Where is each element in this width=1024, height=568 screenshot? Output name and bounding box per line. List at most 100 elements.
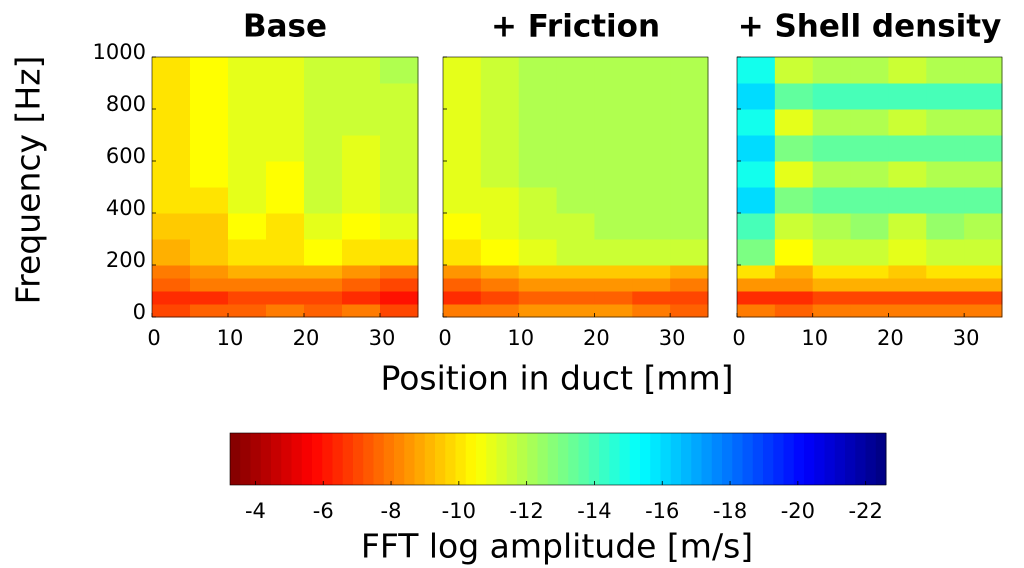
heatmap-cell bbox=[342, 265, 381, 279]
colorbar-swatch bbox=[834, 433, 846, 485]
heatmap-cell bbox=[480, 278, 520, 292]
heatmap-cell bbox=[518, 239, 558, 266]
colorbar-swatch bbox=[230, 433, 241, 485]
heatmap-cell bbox=[480, 83, 520, 110]
colorbar-frame bbox=[229, 432, 887, 486]
heatmap-cell bbox=[480, 187, 520, 214]
heatmap-cell bbox=[480, 213, 520, 240]
heatmap-cell bbox=[850, 291, 889, 305]
heatmap-cell bbox=[594, 265, 633, 279]
colorbar-swatch bbox=[640, 433, 651, 485]
heatmap-cell bbox=[670, 278, 709, 292]
heatmap-cell bbox=[304, 278, 343, 292]
colorbar-swatch bbox=[363, 433, 374, 485]
heatmap-cell bbox=[737, 291, 776, 305]
heatmap-cell bbox=[480, 135, 520, 162]
heatmap-cell bbox=[670, 265, 709, 279]
colorbar-swatch bbox=[814, 433, 825, 485]
heatmap-cell bbox=[190, 57, 229, 84]
colorbar-swatch bbox=[763, 433, 774, 485]
heatmap-cell bbox=[737, 109, 776, 136]
heatmap-cell bbox=[443, 187, 482, 214]
heatmap-cell bbox=[926, 161, 965, 188]
colorbar-swatch bbox=[732, 433, 743, 485]
colorbar-swatch bbox=[332, 433, 344, 485]
plot-frame bbox=[151, 56, 419, 318]
heatmap-cell bbox=[518, 213, 558, 240]
heatmap-cell bbox=[480, 239, 520, 266]
colorbar-swatch bbox=[681, 433, 692, 485]
heatmap-cell bbox=[670, 187, 709, 214]
heatmap-cell bbox=[152, 213, 191, 240]
heatmap-cell bbox=[152, 83, 191, 110]
colorbar-swatch bbox=[875, 433, 887, 485]
colorbar-tick-label: -6 bbox=[313, 499, 334, 523]
heatmap-cell bbox=[670, 213, 709, 240]
colorbar-swatch bbox=[322, 433, 333, 485]
heatmap-cell bbox=[380, 304, 419, 318]
y-tick-label: 1000 bbox=[93, 40, 146, 64]
colorbar-swatch bbox=[445, 433, 456, 485]
y-tick-label: 800 bbox=[106, 92, 146, 116]
heatmap-cell bbox=[190, 239, 229, 266]
heatmap-cell bbox=[342, 161, 381, 188]
heatmap-cell bbox=[812, 291, 852, 305]
colorbar-swatch bbox=[455, 433, 467, 485]
colorbar-swatch bbox=[804, 433, 815, 485]
x-tick-label: 30 bbox=[953, 326, 980, 350]
y-tick-label: 200 bbox=[106, 248, 146, 272]
heatmap-cell bbox=[304, 109, 343, 136]
heatmap-cell bbox=[443, 161, 482, 188]
heatmap-cell bbox=[964, 213, 1003, 240]
heatmap-cell bbox=[304, 135, 343, 162]
colorbar-tick-label: -4 bbox=[245, 499, 266, 523]
heatmap-cell bbox=[480, 304, 520, 318]
heatmap-cell bbox=[518, 304, 558, 318]
heatmap-cell bbox=[190, 291, 229, 305]
heatmap-cell bbox=[774, 213, 814, 240]
heatmap-cell bbox=[888, 239, 927, 266]
heatmap-cell bbox=[228, 187, 267, 214]
heatmap-cell bbox=[594, 83, 633, 110]
heatmap-cell bbox=[556, 278, 595, 292]
heatmap-cell bbox=[190, 304, 229, 318]
heatmap-cell bbox=[964, 291, 1003, 305]
heatmap-cell bbox=[594, 187, 633, 214]
heatmap-cell bbox=[670, 239, 709, 266]
heatmap-cell bbox=[812, 187, 852, 214]
heatmap-cell bbox=[380, 239, 419, 266]
heatmap-cell bbox=[737, 213, 776, 240]
heatmap-cell bbox=[632, 109, 671, 136]
y-tick-label: 400 bbox=[106, 196, 146, 220]
heatmap-cell bbox=[228, 213, 267, 240]
colorbar-swatch bbox=[742, 433, 754, 485]
heatmap-cell bbox=[594, 278, 633, 292]
panel-title: + Friction bbox=[491, 9, 660, 45]
heatmap-cell bbox=[518, 291, 558, 305]
heatmap-cell bbox=[228, 291, 267, 305]
colorbar-swatch bbox=[250, 433, 262, 485]
colorbar-swatch bbox=[476, 433, 487, 485]
heatmap-cell bbox=[850, 187, 889, 214]
x-tick-label: 10 bbox=[507, 326, 534, 350]
heatmap-cell bbox=[964, 239, 1003, 266]
heatmap-cell bbox=[632, 187, 671, 214]
colorbar-swatch bbox=[312, 433, 323, 485]
colorbar-tick-label: -16 bbox=[645, 499, 679, 523]
colorbar-swatch bbox=[670, 433, 682, 485]
heatmap-cell bbox=[737, 57, 776, 84]
heatmap-cell bbox=[556, 109, 595, 136]
colorbar-swatch bbox=[578, 433, 590, 485]
colorbar-swatch bbox=[588, 433, 600, 485]
heatmap-cell bbox=[850, 83, 889, 110]
heatmap-cell bbox=[228, 83, 267, 110]
heatmap-cell bbox=[632, 213, 671, 240]
heatmap-cell bbox=[888, 57, 927, 84]
colorbar-swatch bbox=[506, 433, 518, 485]
heatmap-cell bbox=[556, 213, 595, 240]
heatmap-cell bbox=[594, 135, 633, 162]
colorbar-swatch bbox=[629, 433, 641, 485]
colorbar-swatch bbox=[855, 433, 866, 485]
heatmap-cell bbox=[926, 291, 965, 305]
